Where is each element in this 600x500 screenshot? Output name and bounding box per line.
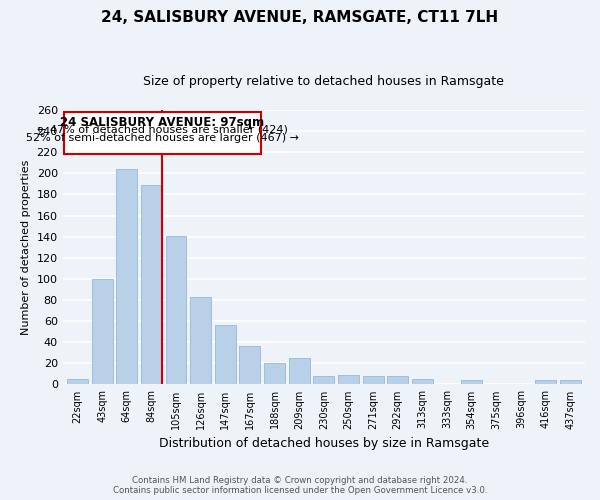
Bar <box>362 376 383 384</box>
Title: Size of property relative to detached houses in Ramsgate: Size of property relative to detached ho… <box>143 75 504 88</box>
Text: 24 SALISBURY AVENUE: 97sqm: 24 SALISBURY AVENUE: 97sqm <box>61 116 265 130</box>
Bar <box>166 236 187 384</box>
Bar <box>387 376 408 384</box>
Bar <box>215 326 236 384</box>
Y-axis label: Number of detached properties: Number of detached properties <box>21 160 31 335</box>
Bar <box>535 380 556 384</box>
Bar <box>560 380 581 384</box>
Bar <box>239 346 260 385</box>
FancyBboxPatch shape <box>64 112 261 154</box>
Bar <box>67 379 88 384</box>
Bar <box>461 380 482 384</box>
X-axis label: Distribution of detached houses by size in Ramsgate: Distribution of detached houses by size … <box>159 437 489 450</box>
Text: Contains HM Land Registry data © Crown copyright and database right 2024.
Contai: Contains HM Land Registry data © Crown c… <box>113 476 487 495</box>
Bar <box>338 375 359 384</box>
Text: 24, SALISBURY AVENUE, RAMSGATE, CT11 7LH: 24, SALISBURY AVENUE, RAMSGATE, CT11 7LH <box>101 10 499 25</box>
Bar <box>412 379 433 384</box>
Bar <box>141 185 162 384</box>
Bar <box>116 169 137 384</box>
Bar <box>289 358 310 384</box>
Bar <box>264 364 285 384</box>
Text: 52% of semi-detached houses are larger (467) →: 52% of semi-detached houses are larger (… <box>26 133 299 143</box>
Bar <box>313 376 334 384</box>
Bar <box>190 297 211 384</box>
Text: ← 47% of detached houses are smaller (424): ← 47% of detached houses are smaller (42… <box>37 125 288 135</box>
Bar <box>92 279 113 384</box>
